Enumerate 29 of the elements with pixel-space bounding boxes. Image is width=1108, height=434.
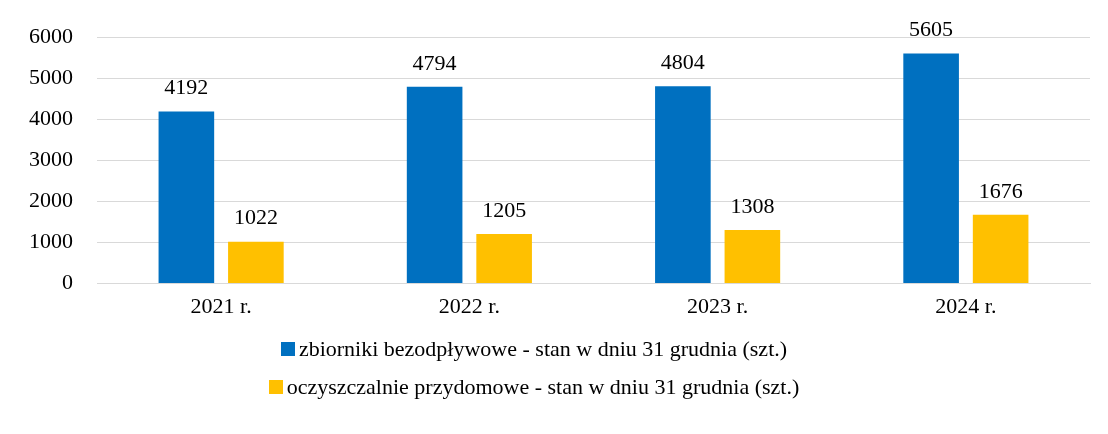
x-tick-label: 2021 r. [190, 292, 252, 318]
data-label: 5605 [909, 16, 954, 42]
x-tick-label: 2022 r. [438, 292, 500, 318]
y-tick-label: 4000 [29, 105, 73, 131]
bar [655, 86, 711, 284]
data-label: 1676 [978, 177, 1023, 203]
data-label: 4804 [660, 49, 705, 75]
bar [158, 111, 215, 284]
x-tick-label: 2024 r. [935, 292, 997, 318]
bar [406, 86, 463, 284]
bar [476, 234, 532, 284]
data-label: 1308 [730, 192, 775, 218]
data-label: 1205 [482, 196, 527, 222]
y-tick-label: 0 [62, 269, 73, 295]
bar [903, 53, 959, 284]
y-tick-label: 3000 [29, 146, 73, 172]
legend-label: oczyszczalnie przydomowe - stan w dniu 31 grudnia (szt.) [286, 374, 800, 400]
y-tick-label: 2000 [29, 187, 73, 213]
y-tick-label: 6000 [29, 22, 73, 48]
bar [972, 214, 1029, 284]
data-label: 4794 [412, 49, 457, 75]
y-tick-label: 1000 [29, 228, 73, 254]
data-label: 4192 [164, 74, 209, 100]
data-label: 1022 [233, 204, 278, 230]
y-tick-label: 5000 [29, 64, 73, 90]
bar [724, 229, 781, 284]
x-tick-label: 2023 r. [687, 292, 749, 318]
legend-label: zbiorniki bezodpływowe - stan w dniu 31 grudnia (szt.) [298, 336, 788, 362]
bar [228, 241, 284, 284]
